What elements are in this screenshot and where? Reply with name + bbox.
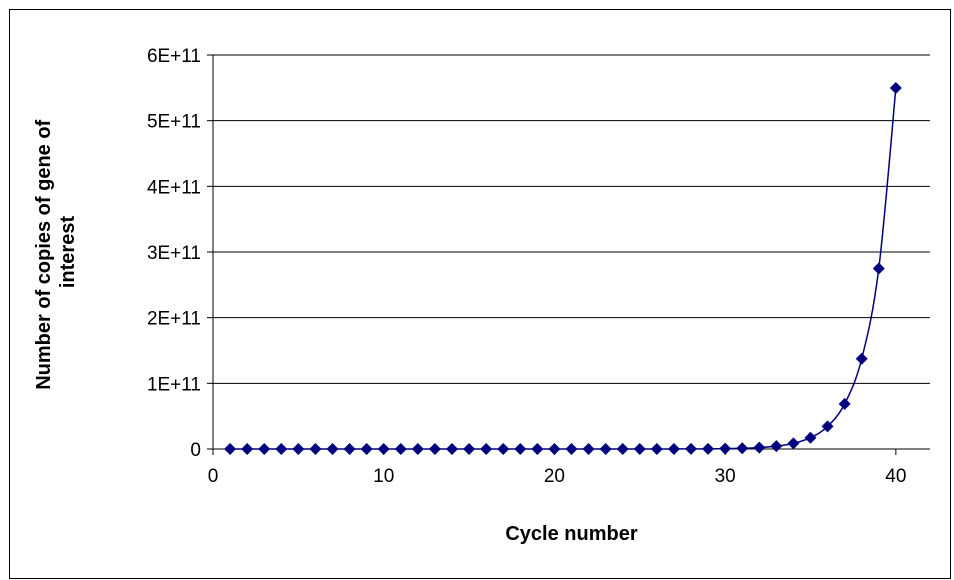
- chart-frame: 0 1E+11 2E+11 3E+11 4E+11 5E+11 6E+11 0 10 20 30 40…: [9, 9, 951, 579]
- y-tick-label: 0: [190, 440, 201, 461]
- x-tick-label: 20: [544, 466, 565, 487]
- data-point: [804, 431, 817, 444]
- y-tick-label: 5E+11: [147, 112, 201, 133]
- data-point: [480, 442, 493, 455]
- chart-svg: 0 1E+11 2E+11 3E+11 4E+11 5E+11 6E+11 0 10 20 30 40…: [33, 46, 930, 545]
- data-point: [326, 443, 339, 455]
- data-point: [292, 443, 305, 455]
- data-point: [411, 443, 424, 455]
- data-point: [446, 443, 458, 455]
- data-point: [241, 443, 254, 455]
- gridlines: [213, 54, 930, 384]
- data-point: [872, 262, 885, 275]
- data-point: [275, 443, 288, 455]
- data-point: [343, 443, 356, 455]
- y-axis-title-line-1: Number of copies of gene of: [33, 119, 55, 389]
- data-point: [787, 437, 800, 450]
- data-point: [633, 442, 646, 455]
- x-tick-label: 0: [208, 466, 219, 487]
- series-line: [230, 87, 897, 450]
- data-point: [667, 442, 680, 455]
- data-point: [514, 442, 527, 455]
- data-point: [616, 442, 629, 455]
- y-axis-title-line-2: interest: [57, 216, 79, 289]
- data-point: [360, 443, 373, 455]
- data-point: [428, 443, 441, 455]
- data-point: [497, 442, 510, 455]
- data-point: [855, 352, 868, 365]
- data-point: [531, 442, 544, 455]
- data-point: [582, 442, 595, 455]
- data-point: [702, 442, 715, 455]
- data-point: [821, 420, 834, 433]
- y-tick-label: 1E+11: [147, 374, 201, 395]
- data-point: [565, 442, 578, 455]
- data-point: [258, 443, 271, 455]
- data-point: [377, 443, 390, 455]
- series-1: [224, 81, 902, 455]
- x-tick-label: 30: [715, 466, 736, 487]
- y-tick-label: 3E+11: [147, 243, 201, 264]
- axes: [207, 54, 930, 455]
- data-point: [753, 441, 766, 454]
- data-point: [599, 442, 612, 455]
- tick-labels: 0 1E+11 2E+11 3E+11 4E+11 5E+11 6E+11 0 10 20 30 40: [147, 46, 906, 487]
- data-point: [685, 442, 697, 455]
- data-point: [309, 443, 322, 455]
- data-point: [838, 397, 851, 410]
- data-point: [224, 443, 237, 455]
- data-point: [770, 440, 783, 453]
- x-tick-label: 40: [885, 466, 906, 487]
- x-axis-title: Cycle number: [505, 523, 637, 545]
- data-point: [548, 442, 561, 455]
- data-point: [736, 442, 749, 455]
- y-tick-label: 2E+11: [147, 309, 201, 330]
- y-tick-label: 4E+11: [147, 177, 201, 198]
- data-point: [394, 443, 407, 455]
- y-tick-label: 6E+11: [147, 46, 201, 67]
- y-axis-title: Number of copies of gene of interest: [33, 114, 79, 390]
- data-point: [650, 442, 663, 455]
- x-tick-label: 10: [373, 466, 394, 487]
- data-point: [889, 81, 902, 94]
- data-point: [719, 442, 732, 455]
- data-point: [463, 443, 476, 455]
